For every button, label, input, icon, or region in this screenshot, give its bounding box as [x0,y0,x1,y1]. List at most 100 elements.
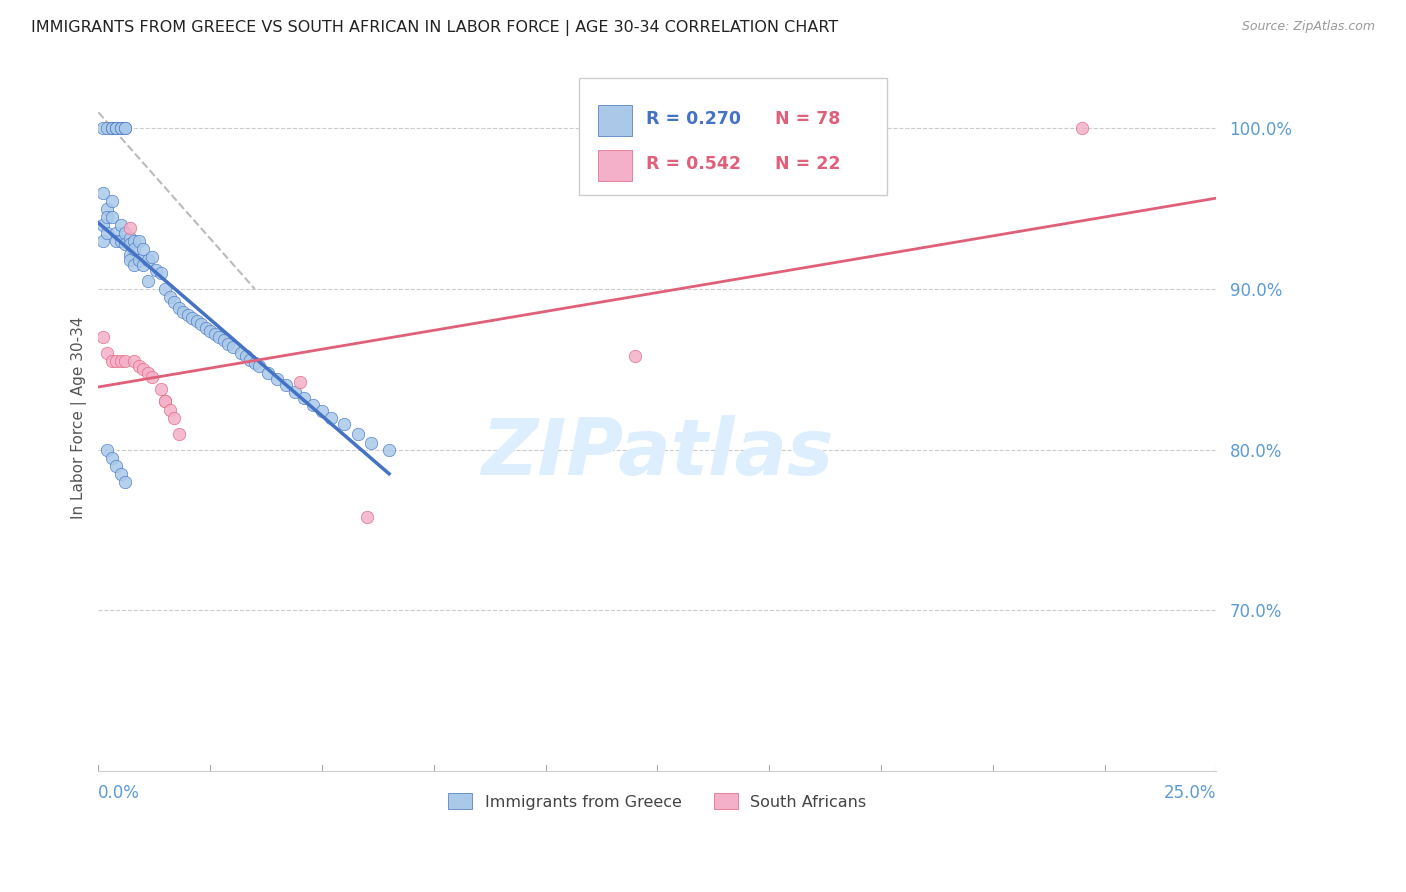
South Africans [155,394,177,409]
Immigrants from Greece [96,121,118,136]
Text: R = 0.542: R = 0.542 [647,154,741,173]
Immigrants from Greece [221,340,243,354]
Immigrants from Greece [136,253,159,268]
Immigrants from Greece [198,324,221,338]
Immigrants from Greece [96,442,118,457]
Immigrants from Greece [100,450,122,465]
Immigrants from Greece [333,417,356,431]
Immigrants from Greece [105,234,128,248]
Immigrants from Greece [100,121,122,136]
South Africans [132,362,155,376]
Text: N = 22: N = 22 [775,154,841,173]
Immigrants from Greece [204,326,226,341]
Immigrants from Greece [91,186,114,200]
Immigrants from Greece [105,458,128,473]
South Africans [141,370,163,384]
Immigrants from Greece [239,352,262,367]
Immigrants from Greece [122,242,145,256]
Immigrants from Greece [378,442,401,457]
Immigrants from Greece [110,467,132,481]
South Africans [114,354,136,368]
Immigrants from Greece [114,237,136,252]
Immigrants from Greece [360,436,382,450]
South Africans [1071,121,1094,136]
Immigrants from Greece [110,121,132,136]
Immigrants from Greece [114,121,136,136]
Immigrants from Greece [136,274,159,288]
Text: ZIPatlas: ZIPatlas [481,415,834,491]
Immigrants from Greece [114,121,136,136]
Immigrants from Greece [100,121,122,136]
Immigrants from Greece [266,372,288,386]
South Africans [624,350,647,364]
Bar [598,105,631,136]
Immigrants from Greece [186,314,208,328]
Immigrants from Greece [132,242,155,256]
Text: Source: ZipAtlas.com: Source: ZipAtlas.com [1241,20,1375,33]
Immigrants from Greece [132,258,155,272]
Immigrants from Greece [149,266,172,280]
South Africans [118,221,141,235]
South Africans [100,354,122,368]
Immigrants from Greece [172,304,194,318]
Text: R = 0.270: R = 0.270 [647,111,741,128]
Immigrants from Greece [122,258,145,272]
South Africans [105,354,128,368]
Immigrants from Greece [284,384,307,399]
Immigrants from Greece [118,253,141,268]
Immigrants from Greece [346,426,368,441]
Immigrants from Greece [247,359,270,373]
Immigrants from Greece [105,121,128,136]
Immigrants from Greece [96,202,118,216]
Immigrants from Greece [105,121,128,136]
Immigrants from Greece [114,226,136,240]
Immigrants from Greece [302,398,325,412]
Immigrants from Greece [141,250,163,264]
Immigrants from Greece [118,230,141,244]
Immigrants from Greece [114,475,136,489]
South Africans [91,330,114,344]
South Africans [163,410,186,425]
South Africans [356,510,378,524]
Immigrants from Greece [167,301,190,316]
South Africans [288,375,311,389]
Immigrants from Greece [91,121,114,136]
Immigrants from Greece [128,253,150,268]
Immigrants from Greece [190,318,212,332]
Immigrants from Greece [91,234,114,248]
Immigrants from Greece [181,310,204,325]
Text: 0.0%: 0.0% [98,784,141,802]
Immigrants from Greece [231,346,253,360]
Immigrants from Greece [319,410,342,425]
Immigrants from Greece [159,290,181,304]
South Africans [122,354,145,368]
Immigrants from Greece [122,234,145,248]
Immigrants from Greece [100,210,122,224]
Immigrants from Greece [276,378,298,392]
Immigrants from Greece [163,294,186,309]
Immigrants from Greece [208,330,231,344]
Immigrants from Greece [212,334,235,348]
Immigrants from Greece [110,218,132,232]
Immigrants from Greece [110,234,132,248]
Legend: Immigrants from Greece, South Africans: Immigrants from Greece, South Africans [441,787,873,816]
Text: N = 78: N = 78 [775,111,841,128]
South Africans [155,394,177,409]
South Africans [136,366,159,380]
South Africans [128,359,150,373]
Immigrants from Greece [105,226,128,240]
FancyBboxPatch shape [579,78,887,194]
Immigrants from Greece [96,210,118,224]
Immigrants from Greece [194,320,217,334]
Text: IMMIGRANTS FROM GREECE VS SOUTH AFRICAN IN LABOR FORCE | AGE 30-34 CORRELATION C: IMMIGRANTS FROM GREECE VS SOUTH AFRICAN … [31,20,838,36]
South Africans [159,402,181,417]
Immigrants from Greece [96,226,118,240]
Immigrants from Greece [177,308,200,322]
Immigrants from Greece [257,366,280,380]
South Africans [110,354,132,368]
Y-axis label: In Labor Force | Age 30-34: In Labor Force | Age 30-34 [72,317,87,519]
Immigrants from Greece [100,194,122,208]
South Africans [167,426,190,441]
Immigrants from Greece [110,121,132,136]
Immigrants from Greece [292,391,315,405]
